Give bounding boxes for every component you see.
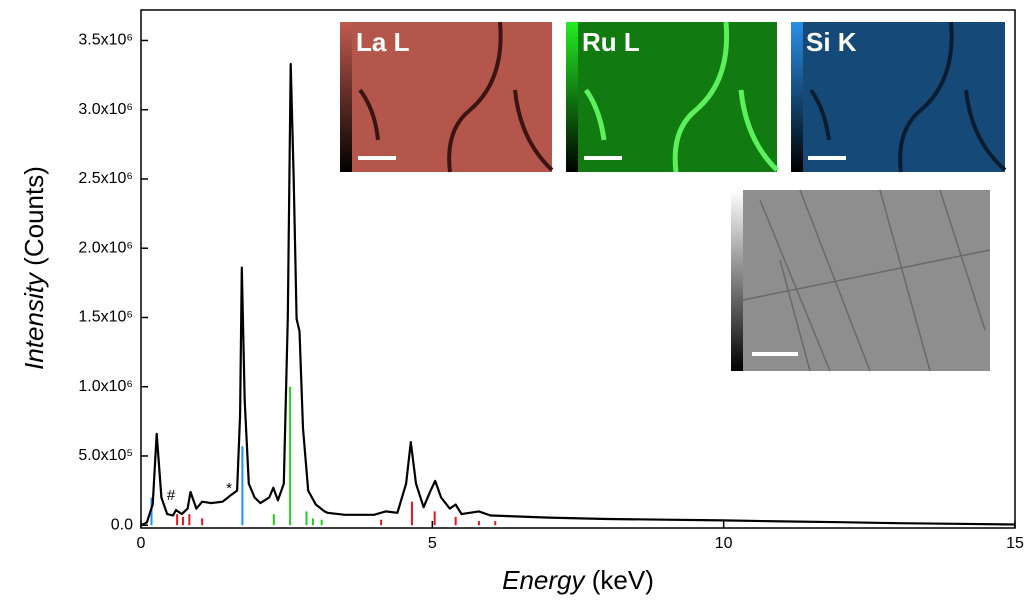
map-feature (809, 21, 1007, 173)
annotation: # (167, 487, 176, 504)
y-tick-label: 3.0x10⁶ (78, 101, 133, 118)
x-tick-label: 5 (428, 535, 437, 552)
inset-si: Si K (791, 21, 1007, 173)
annotation: * (226, 480, 232, 497)
x-axis-label: Energy (keV) (502, 565, 654, 595)
y-label-unit: (Counts) (19, 166, 49, 266)
y-tick-label: 0.0 (111, 516, 133, 533)
scale-bar (584, 156, 622, 160)
y-tick-label: 1.0x10⁶ (78, 378, 133, 395)
x-label-main: Energy (502, 565, 586, 595)
scale-bar (808, 156, 846, 160)
inset-ru: Ru L (566, 21, 779, 173)
map-feature (583, 21, 779, 173)
y-label-main: Intensity (19, 271, 49, 370)
sem-feature (742, 189, 991, 372)
colorbar (791, 22, 803, 172)
map-image (352, 22, 552, 172)
inset-label: Ru L (582, 27, 640, 57)
colorbar (731, 190, 743, 371)
inset-label: La L (356, 27, 410, 57)
axes: 0.0 5.0x10⁵ 1.0x10⁶ 1.5x10⁶ 2.0x10⁶ 2.5x10⁶ 3.… (78, 9, 1024, 552)
y-axis-label: Intensity (Counts) (19, 166, 49, 370)
x-tick-label: 10 (715, 535, 733, 552)
y-tick-label: 2.0x10⁶ (78, 239, 133, 256)
plot-frame (140, 9, 1016, 529)
spectrum-line (140, 62, 1016, 527)
x-tick-label: 15 (1006, 535, 1024, 552)
scale-bar (358, 156, 396, 160)
y-tick-label: 2.5x10⁶ (78, 170, 133, 187)
y-tick-label: 5.0x10⁵ (78, 447, 133, 464)
scale-bar (752, 352, 798, 356)
y-tick-label: 3.5x10⁶ (78, 32, 133, 49)
colorbar (566, 22, 578, 172)
map-feature (358, 21, 554, 173)
inset-label: Si K (806, 27, 857, 57)
map-image (803, 22, 1005, 172)
sem-image (743, 190, 990, 371)
colorbar (340, 22, 352, 172)
inset-la: La L (340, 21, 554, 173)
y-tick-label: 1.5x10⁶ (78, 309, 133, 326)
inset-sem (731, 189, 991, 372)
x-label-unit: (keV) (592, 565, 654, 595)
x-tick-label: 0 (137, 535, 146, 552)
